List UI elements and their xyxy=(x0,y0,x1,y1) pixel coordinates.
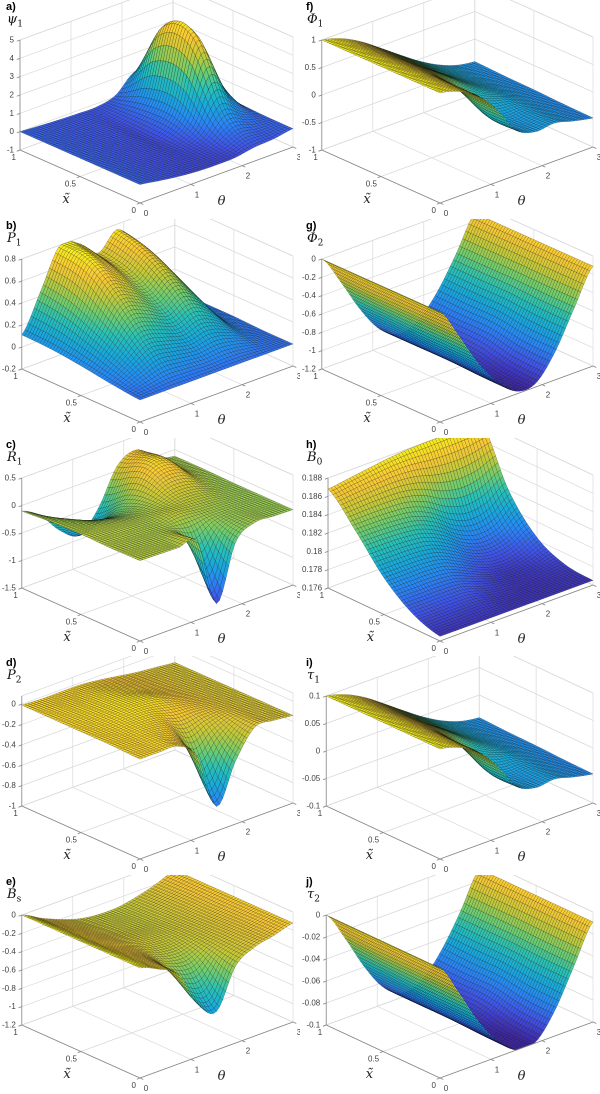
surface-plot-canvas xyxy=(0,656,300,876)
surface-panel: j) τ2 xyxy=(300,875,600,1094)
symbol-letter: R xyxy=(7,449,17,465)
surface-panel: b) P1 xyxy=(0,218,300,438)
panel-label: f) xyxy=(306,1,314,13)
symbol-subscript: 2 xyxy=(317,238,324,249)
symbol-letter: B xyxy=(7,887,17,903)
symbol-subscript: 1 xyxy=(314,675,320,686)
symbol-subscript: 0 xyxy=(316,457,323,468)
panel-label: e) xyxy=(6,876,16,889)
panel-symbol: Bs xyxy=(7,887,21,905)
panel-label: h) xyxy=(306,438,317,451)
symbol-letter: B xyxy=(307,449,317,465)
panel-label: i) xyxy=(306,657,313,670)
panel-symbol: τ1 xyxy=(307,668,320,686)
surface-plot-canvas xyxy=(0,875,300,1094)
panel-symbol: P1 xyxy=(7,231,21,249)
panel-symbol: B0 xyxy=(307,450,322,468)
symbol-subscript: s xyxy=(16,894,22,905)
panel-symbol: Φ1 xyxy=(307,12,323,30)
surface-plot-canvas xyxy=(0,437,300,657)
surface-panel: e) Bs xyxy=(0,875,300,1094)
symbol-subscript: 2 xyxy=(15,675,22,686)
symbol-letter: P xyxy=(7,668,16,684)
surface-panel: g) Φ2 xyxy=(300,218,600,438)
panel-label: j) xyxy=(306,876,313,889)
surface-panel: f) Φ1 xyxy=(300,0,600,219)
panel-label: a) xyxy=(6,1,16,13)
surface-plot-canvas xyxy=(300,437,600,657)
surface-plot-canvas xyxy=(0,218,300,438)
panel-symbol: P2 xyxy=(7,668,21,686)
panel-label: c) xyxy=(6,438,16,451)
surface-panel: a) ψ1 xyxy=(0,0,300,219)
symbol-subscript: 1 xyxy=(317,19,324,30)
panel-label: d) xyxy=(6,657,17,670)
symbol-letter: τ xyxy=(307,668,315,684)
surface-plot-canvas xyxy=(300,218,600,438)
surface-panel: i) τ1 xyxy=(300,656,600,876)
panel-symbol: ψ1 xyxy=(7,12,23,30)
surface-panel: d) P2 xyxy=(0,656,300,876)
surface-plot-canvas xyxy=(0,0,300,219)
panel-symbol: τ2 xyxy=(307,887,320,905)
surface-plot-canvas xyxy=(300,875,600,1094)
surface-plot-canvas xyxy=(300,656,600,876)
symbol-subscript: 1 xyxy=(15,238,22,249)
surface-panel: h) B0 xyxy=(300,437,600,657)
surface-plot-canvas xyxy=(300,0,600,219)
symbol-subscript: 1 xyxy=(16,457,23,468)
panel-label: b) xyxy=(6,219,17,232)
panel-symbol: Φ2 xyxy=(307,231,323,249)
symbol-letter: τ xyxy=(307,887,315,903)
surface-panel: c) R1 xyxy=(0,437,300,657)
symbol-subscript: 2 xyxy=(314,894,320,905)
symbol-letter: ψ xyxy=(7,12,18,27)
symbol-subscript: 1 xyxy=(17,19,23,30)
symbol-letter: Φ xyxy=(307,230,318,246)
symbol-letter: Φ xyxy=(307,12,318,27)
panel-label: g) xyxy=(306,219,317,232)
symbol-letter: P xyxy=(7,230,16,246)
panel-symbol: R1 xyxy=(7,450,23,468)
